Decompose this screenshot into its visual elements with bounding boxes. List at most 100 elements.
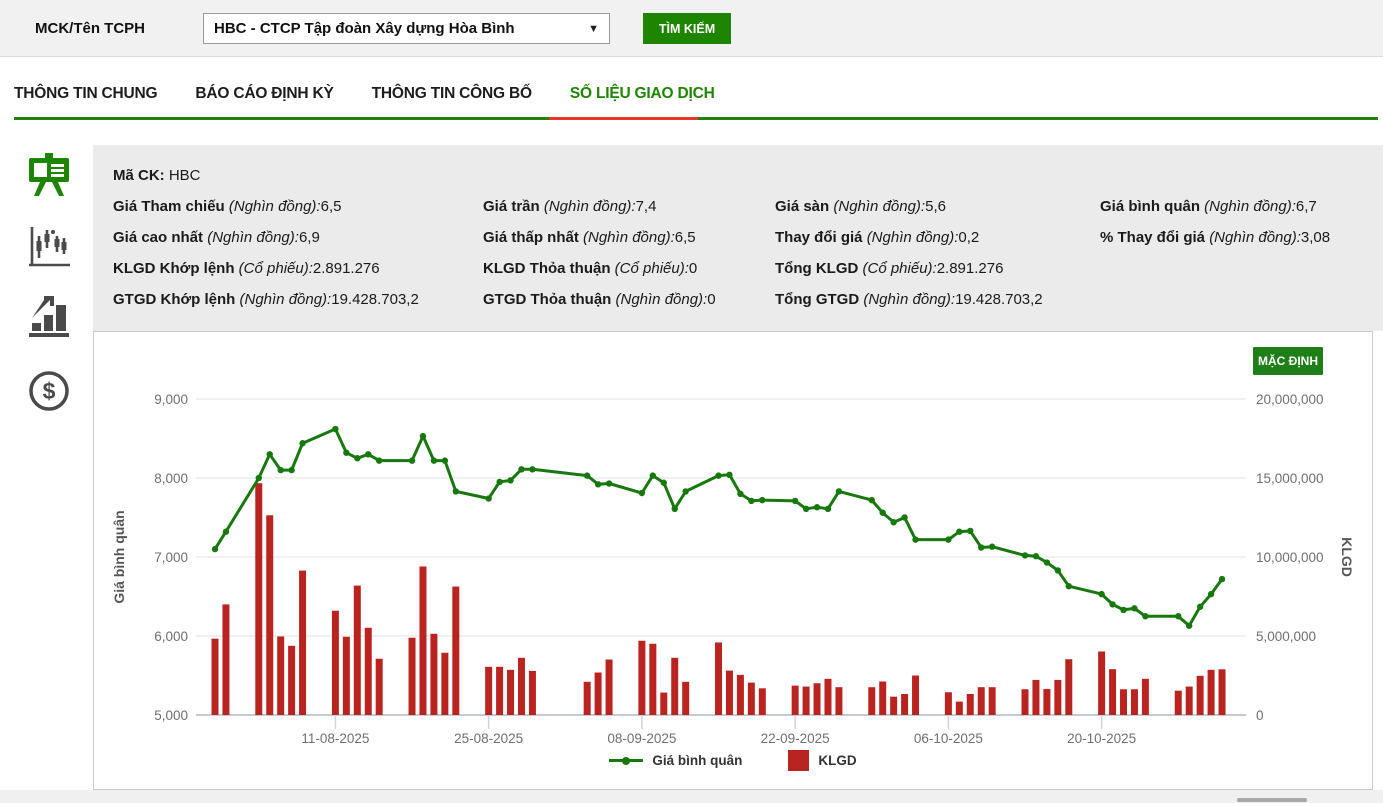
price-point	[375, 457, 383, 464]
tab-so-lieu-giao-dich[interactable]: SỐ LIỆU GIAO DỊCH	[569, 85, 715, 102]
volume-bar	[277, 636, 285, 715]
volume-bar	[1098, 651, 1106, 715]
x-axis-tick-label: 25-08-2025	[454, 731, 523, 746]
left-axis-tick-label: 9,000	[154, 392, 188, 407]
price-point	[1131, 605, 1138, 612]
price-point	[1032, 553, 1040, 560]
volume-bar	[879, 681, 887, 715]
price-point	[737, 490, 744, 497]
average-price: Giá bình quân (Nghìn đồng):6,7	[1100, 198, 1317, 215]
x-axis-tick-label: 20-10-2025	[1067, 731, 1136, 746]
price-point	[430, 457, 438, 464]
chevron-down-icon: ▼	[588, 23, 599, 35]
default-view-button[interactable]: MẶC ĐỊNH	[1253, 347, 1323, 375]
price-point	[288, 466, 295, 474]
price-point	[1142, 613, 1149, 620]
bar-series-marker-icon	[788, 750, 810, 771]
price-point	[988, 543, 996, 550]
volume-bar	[1032, 679, 1040, 715]
price-point	[1175, 613, 1182, 620]
x-axis-tick-label: 11-08-2025	[301, 731, 369, 746]
volume-bar	[1109, 669, 1117, 715]
total-volume: Tổng KLGD (Cổ phiếu):2.891.276	[775, 260, 1004, 277]
volume-bar	[1141, 678, 1149, 715]
candlestick-chart-icon[interactable]	[26, 224, 72, 270]
floor-price: Giá sàn (Nghìn đồng):5,6	[775, 198, 946, 215]
volume-bar	[682, 681, 690, 715]
price-point	[671, 505, 678, 513]
price-point	[1021, 552, 1029, 559]
price-point	[638, 489, 646, 497]
price-point	[1065, 583, 1072, 590]
volume-bar	[594, 672, 602, 715]
price-point	[255, 474, 262, 482]
volume-bar	[408, 637, 416, 715]
price-point	[485, 495, 492, 502]
volume-bar	[255, 483, 263, 715]
ticker-code: Mã CK: HBC	[113, 166, 201, 184]
price-point	[507, 477, 514, 484]
volume-bar	[944, 692, 952, 715]
horizontal-scrollbar[interactable]	[1237, 798, 1307, 802]
x-axis-tick-label: 22-09-2025	[761, 731, 830, 746]
volume-bar	[452, 586, 460, 715]
volume-bar	[222, 604, 230, 715]
left-axis-tick-label: 7,000	[154, 550, 188, 565]
legend-item-volume[interactable]: KLGD	[788, 750, 857, 771]
dollar-coin-icon[interactable]: $	[26, 368, 72, 414]
volume-bar	[835, 687, 843, 715]
volume-bar	[649, 643, 657, 715]
volume-bar	[660, 692, 668, 715]
volume-bar	[977, 687, 985, 715]
left-axis-tick-label: 6,000	[154, 629, 188, 644]
price-point	[222, 528, 230, 535]
price-point	[967, 527, 974, 535]
price-point	[299, 440, 306, 447]
right-axis-tick-label: 15,000,000	[1256, 471, 1324, 486]
volume-bar	[1130, 689, 1138, 715]
matched-value: GTGD Khớp lệnh (Nghìn đồng):19.428.703,2	[113, 291, 419, 308]
svg-text:$: $	[43, 378, 56, 404]
legend-item-price[interactable]: Giá bình quân	[609, 753, 742, 768]
volume-bar	[758, 688, 766, 715]
price-point	[1196, 603, 1204, 610]
volume-bar	[342, 636, 350, 715]
price-point	[518, 466, 525, 473]
right-axis-tick-label: 10,000,000	[1256, 550, 1324, 565]
price-point	[211, 545, 219, 553]
tab-bao-cao-dinh-ky[interactable]: BÁO CÁO ĐỊNH KỲ	[195, 85, 334, 102]
volume-bar	[211, 638, 219, 715]
right-axis-tick-label: 0	[1256, 708, 1264, 723]
price-point	[715, 472, 722, 479]
volume-bar	[901, 693, 909, 715]
price-point	[594, 481, 602, 488]
price-point	[649, 472, 657, 479]
price-point	[452, 488, 460, 495]
volume-bar	[813, 683, 821, 715]
volume-bar	[517, 657, 525, 715]
price-point	[978, 544, 985, 551]
volume-bar	[299, 570, 307, 715]
right-axis-tick-label: 20,000,000	[1256, 392, 1324, 407]
matched-volume: KLGD Khớp lệnh (Cổ phiếu):2.891.276	[113, 260, 380, 277]
volume-bar	[1196, 675, 1204, 715]
price-point	[791, 497, 799, 505]
price-point	[496, 478, 503, 486]
price-volume-chart: MẶC ĐỊNH 5,000 6,000 7,000 8,000 9,000 0 5,000…	[93, 331, 1373, 790]
price-point	[408, 457, 416, 464]
tab-thong-tin-chung[interactable]: THÔNG TIN CHUNG	[14, 85, 158, 102]
tab-thong-tin-cong-bo[interactable]: THÔNG TIN CÔNG BỐ	[371, 85, 532, 102]
volume-bar	[1054, 679, 1062, 715]
ticker-select[interactable]: HBC - CTCP Tập đoàn Xây dựng Hòa Bình ▼	[203, 13, 610, 44]
volume-bar	[1207, 669, 1215, 715]
price-point	[1109, 601, 1116, 608]
presentation-board-icon[interactable]	[26, 152, 72, 198]
volume-bar	[912, 675, 920, 715]
volume-bar	[507, 669, 515, 715]
bar-chart-growth-icon[interactable]	[26, 293, 72, 339]
volume-bar	[1185, 686, 1193, 715]
volume-bar	[966, 693, 974, 715]
lowest-price: Giá thấp nhất (Nghìn đồng):6,5	[483, 229, 696, 246]
search-button[interactable]: TÌM KIẾM	[643, 13, 731, 44]
price-point	[1120, 606, 1127, 614]
